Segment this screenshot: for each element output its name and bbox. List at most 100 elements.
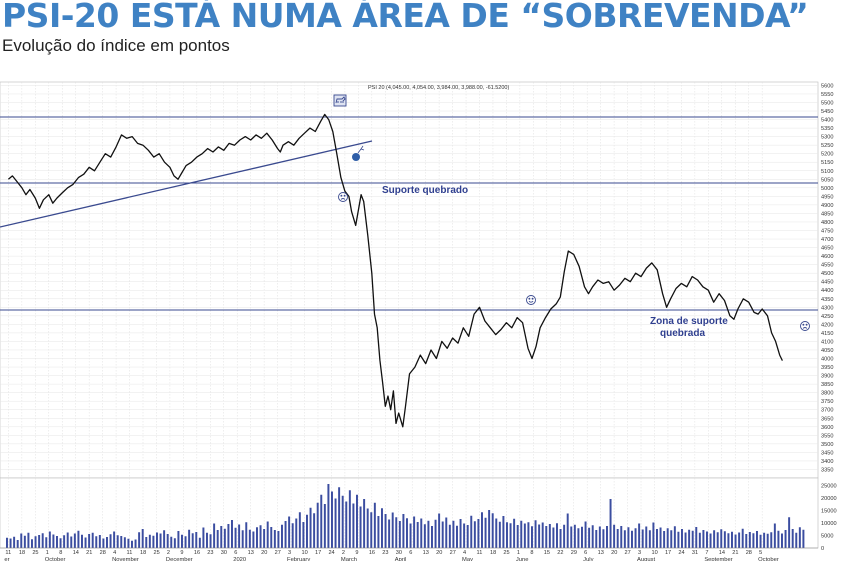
volume-bar bbox=[523, 523, 526, 548]
month-label: 2020 bbox=[233, 557, 246, 561]
month-label: October bbox=[45, 557, 66, 561]
vertical-grid bbox=[8, 82, 763, 548]
volume-bar bbox=[752, 533, 755, 548]
volume-bar bbox=[416, 522, 419, 548]
volume-bar bbox=[495, 518, 498, 548]
date-tick-label: 25 bbox=[503, 550, 509, 556]
volume-bar bbox=[552, 527, 555, 548]
bomb-icon bbox=[352, 145, 365, 161]
volume-bar bbox=[595, 530, 598, 548]
y-tick-label: 5300 bbox=[821, 135, 833, 141]
volume-bar bbox=[159, 533, 162, 548]
date-tick-label: 20 bbox=[611, 550, 617, 556]
volume-bar bbox=[166, 534, 169, 548]
volume-bar bbox=[763, 532, 766, 548]
date-tick-label: 8 bbox=[530, 550, 533, 556]
volume-bar bbox=[781, 533, 783, 548]
volume-bar bbox=[9, 538, 12, 548]
volume-bar bbox=[559, 529, 562, 548]
date-tick-label: 11 bbox=[5, 550, 11, 556]
subtitle: Evolução do índice em pontos bbox=[2, 36, 230, 55]
date-tick-label: 25 bbox=[153, 550, 159, 556]
volume-bar bbox=[291, 523, 294, 548]
date-tick-label: 9 bbox=[180, 550, 183, 556]
volume-bar bbox=[620, 526, 623, 548]
volume-bar bbox=[163, 530, 166, 548]
volume-bar bbox=[91, 532, 94, 548]
date-tick-label: 16 bbox=[194, 550, 200, 556]
month-label: December bbox=[166, 557, 193, 561]
y-tick-label: 5500 bbox=[821, 100, 833, 106]
volume-bar bbox=[20, 533, 23, 548]
volume-bar bbox=[627, 527, 630, 548]
volume-bar bbox=[231, 520, 233, 548]
volume-bar bbox=[588, 527, 591, 548]
volume-bar bbox=[77, 530, 80, 548]
volume-bar bbox=[134, 539, 137, 548]
volume-bar bbox=[531, 526, 533, 548]
volume-bar bbox=[184, 536, 187, 548]
volume-bar bbox=[681, 529, 683, 548]
date-tick-label: 18 bbox=[490, 550, 496, 556]
volume-bar bbox=[116, 535, 119, 548]
volume-bar bbox=[727, 533, 730, 548]
date-tick-label: 6 bbox=[409, 550, 412, 556]
date-tick-label: 30 bbox=[396, 550, 402, 556]
y-tick-label: 5250 bbox=[821, 143, 833, 149]
y-tick-label: 4750 bbox=[821, 229, 833, 235]
volume-bar bbox=[95, 536, 98, 548]
volume-bar bbox=[527, 522, 530, 548]
ohlc-label: PSI 20 (4,045.00, 4,054.00, 3,984.00, 3,… bbox=[368, 85, 509, 91]
volume-bar bbox=[352, 503, 355, 548]
volume-bar bbox=[213, 523, 216, 548]
volume-bar bbox=[441, 521, 444, 548]
volume-bar bbox=[131, 540, 133, 548]
date-tick-label: 4 bbox=[113, 550, 116, 556]
volume-tick-label: 0 bbox=[821, 546, 824, 552]
volume-bar bbox=[331, 491, 333, 548]
volume-bar bbox=[502, 516, 505, 548]
volume-bar bbox=[481, 512, 483, 548]
volume-bar bbox=[195, 532, 198, 548]
y-tick-label: 4200 bbox=[821, 322, 833, 328]
volume-bar bbox=[423, 524, 426, 548]
volume-bar bbox=[263, 529, 266, 548]
volume-bar bbox=[198, 537, 201, 548]
volume-bar bbox=[295, 518, 298, 548]
month-labels: er October November December 2020 February Mar… bbox=[4, 557, 778, 561]
volume-bar bbox=[16, 540, 19, 548]
sad-face-icon bbox=[338, 192, 348, 202]
volume-bar bbox=[659, 527, 662, 548]
volume-bar bbox=[538, 524, 541, 548]
volume-bar bbox=[191, 533, 194, 548]
volume-bar bbox=[363, 499, 366, 548]
volume-bar bbox=[227, 524, 230, 548]
volume-bar bbox=[652, 522, 655, 548]
volume-bar bbox=[316, 502, 319, 548]
volume-bar bbox=[698, 532, 701, 548]
date-tick-label: 18 bbox=[19, 550, 25, 556]
volume-bar bbox=[70, 536, 73, 548]
volume-bar bbox=[377, 516, 380, 548]
volume-tick-label: 10000 bbox=[821, 521, 837, 527]
date-tick-label: 6 bbox=[584, 550, 587, 556]
volume-bar bbox=[381, 508, 383, 548]
volume-bar bbox=[220, 526, 223, 548]
y-tick-label: 5150 bbox=[821, 160, 833, 166]
date-tick-label: 3 bbox=[638, 550, 641, 556]
volume-bar bbox=[41, 533, 44, 548]
volume-bar bbox=[623, 530, 626, 548]
y-tick-label: 3650 bbox=[821, 416, 833, 422]
volume-bar bbox=[138, 532, 141, 548]
volume-bar bbox=[716, 532, 719, 548]
y-tick-label: 5350 bbox=[821, 126, 833, 132]
volume-bar bbox=[431, 526, 433, 548]
annotation-support-zone-line2: quebrada bbox=[660, 328, 705, 339]
volume-bar bbox=[795, 532, 798, 548]
volume-bar bbox=[691, 530, 694, 548]
date-tick-label: 24 bbox=[678, 550, 684, 556]
volume-bar bbox=[427, 520, 430, 548]
volume-bar bbox=[81, 534, 83, 548]
date-tick-label: 11 bbox=[127, 550, 133, 556]
volume-bar bbox=[323, 504, 326, 548]
